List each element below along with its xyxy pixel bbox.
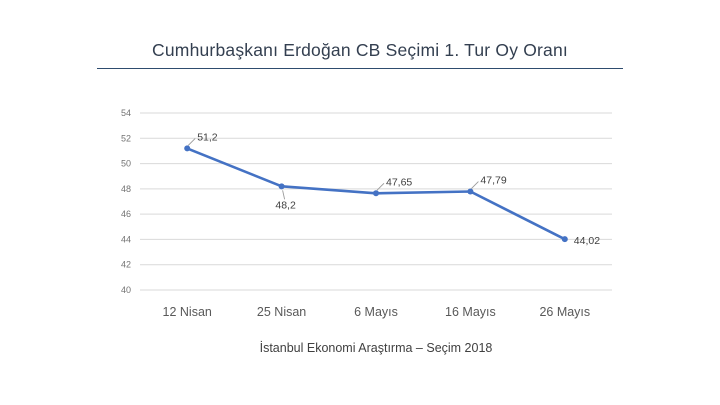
- x-tick-label: 25 Nisan: [257, 305, 306, 319]
- data-label: 47,65: [386, 176, 412, 188]
- data-label: 48,2: [275, 199, 296, 211]
- title-underline: [97, 68, 623, 69]
- data-point-marker: [467, 188, 474, 195]
- data-point-marker: [373, 190, 379, 197]
- data-label: 51,2: [197, 131, 218, 143]
- x-tick-label: 26 Mayıs: [539, 305, 590, 319]
- x-tick-label: 6 Mayıs: [354, 305, 398, 319]
- y-tick-label: 52: [121, 133, 131, 143]
- y-tick-label: 40: [121, 285, 131, 295]
- y-tick-label: 54: [121, 108, 131, 118]
- x-tick-label: 16 Mayıs: [445, 305, 496, 319]
- data-label: 44,02: [574, 235, 600, 247]
- leader-line: [376, 182, 385, 191]
- data-point-marker: [278, 183, 285, 190]
- data-label: 47,79: [480, 175, 506, 187]
- y-tick-label: 46: [121, 209, 131, 219]
- source-caption: İstanbul Ekonomi Araştırma – Seçim 2018: [259, 341, 493, 355]
- data-point-marker: [184, 145, 191, 152]
- y-tick-label: 42: [121, 260, 131, 270]
- y-tick-label: 50: [121, 159, 131, 169]
- x-tick-label: 12 Nisan: [163, 305, 212, 319]
- y-tick-label: 48: [121, 184, 131, 194]
- chart-title: Cumhurbaşkanı Erdoğan CB Seçimi 1. Tur O…: [152, 40, 568, 60]
- leader-line: [282, 190, 286, 200]
- line-chart: 40 42 44 46 48 50 52 54 12 Nisan 25 Nisan 6 Mayıs 1…: [121, 108, 612, 319]
- leader-line: [471, 181, 479, 189]
- data-point-marker: [561, 236, 568, 243]
- leader-line: [187, 138, 196, 146]
- y-tick-label: 44: [121, 234, 131, 244]
